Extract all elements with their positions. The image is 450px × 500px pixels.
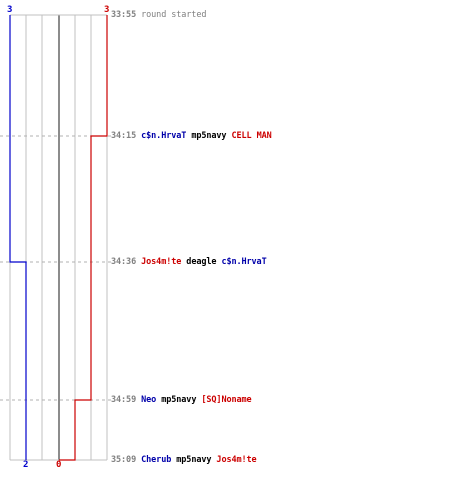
series-start-label-blue: 3 bbox=[7, 5, 12, 15]
series-line-red bbox=[59, 15, 108, 461]
event-killer: Neo bbox=[141, 395, 157, 405]
event-row: 34:59 Neo mp5navy [SQ]Noname bbox=[111, 394, 252, 406]
event-row: 34:36 Jos4m!te deagle c$n.HrvaT bbox=[111, 256, 267, 268]
series-end-label-red: 0 bbox=[56, 460, 61, 470]
event-time: 35:09 bbox=[111, 455, 137, 465]
event-victim: CELL MAN bbox=[231, 131, 272, 141]
event-time: 34:15 bbox=[111, 131, 137, 141]
series-line-blue bbox=[9, 15, 27, 460]
event-row: 35:09 Cherub mp5navy Jos4m!te bbox=[111, 454, 257, 466]
series-end-label-blue: 2 bbox=[23, 460, 28, 470]
event-weapon: mp5navy bbox=[176, 455, 212, 465]
event-killer: c$n.HrvaT bbox=[141, 131, 187, 141]
event-weapon: mp5navy bbox=[161, 395, 197, 405]
event-victim: [SQ]Noname bbox=[201, 395, 252, 405]
event-killer: Jos4m!te bbox=[141, 257, 182, 267]
event-text: round started bbox=[141, 10, 207, 20]
event-victim: Jos4m!te bbox=[216, 455, 257, 465]
event-weapon: deagle bbox=[186, 257, 217, 267]
event-time: 34:36 bbox=[111, 257, 137, 267]
event-victim: c$n.HrvaT bbox=[221, 257, 267, 267]
event-row: 34:15 c$n.HrvaT mp5navy CELL MAN bbox=[111, 130, 272, 142]
event-row: 33:55 round started bbox=[111, 9, 206, 21]
series-start-label-red: 3 bbox=[104, 5, 109, 15]
event-time: 33:55 bbox=[111, 10, 137, 20]
event-time: 34:59 bbox=[111, 395, 137, 405]
event-killer: Cherub bbox=[141, 455, 172, 465]
event-weapon: mp5navy bbox=[191, 131, 227, 141]
